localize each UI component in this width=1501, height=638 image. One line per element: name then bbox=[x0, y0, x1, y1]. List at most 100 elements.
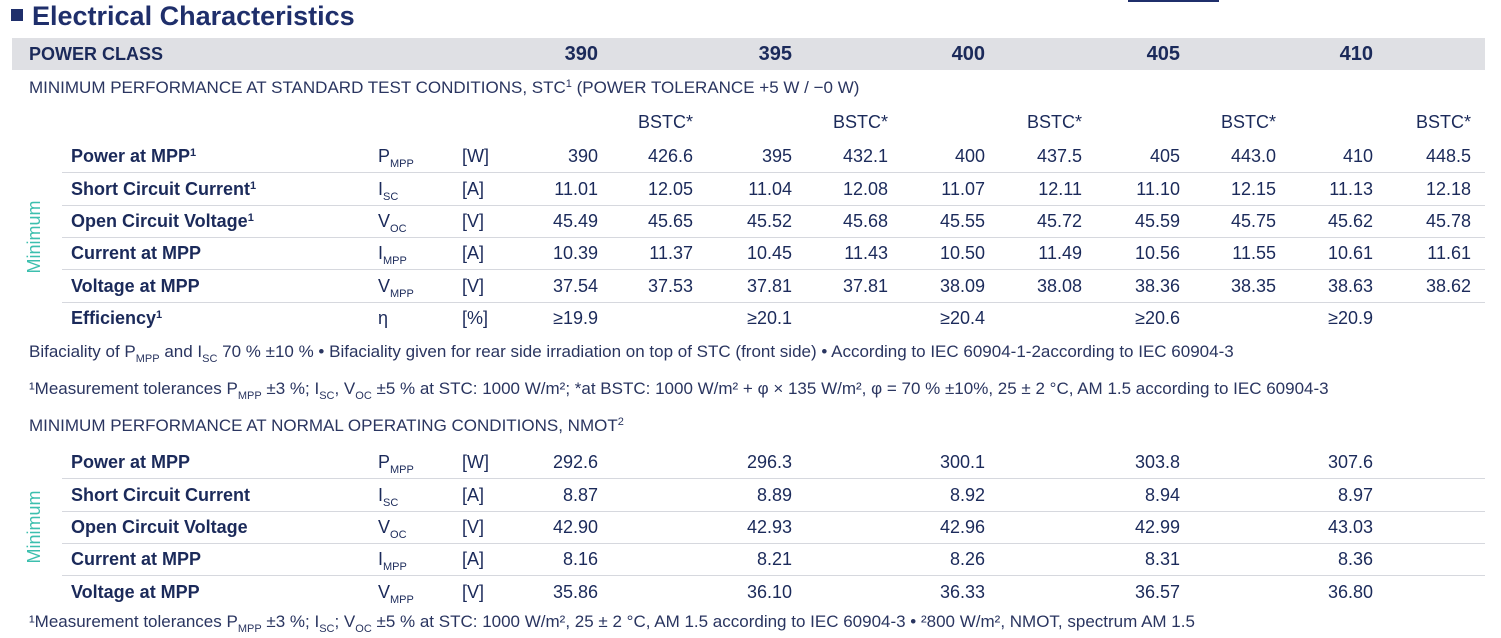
cell-value: 405 bbox=[1149, 146, 1180, 166]
unit: [W] bbox=[462, 452, 489, 472]
side-label: Minimum bbox=[24, 200, 44, 274]
title: Electrical Characteristics bbox=[32, 1, 355, 31]
power-class-value: 405 bbox=[1146, 43, 1180, 65]
symbol-base: V bbox=[378, 517, 391, 537]
cell-value: 8.97 bbox=[1337, 485, 1373, 505]
symbol: VOC bbox=[378, 208, 407, 235]
cell-value: 42.99 bbox=[1134, 517, 1180, 537]
symbol: IMPP bbox=[378, 240, 407, 267]
unit: [A] bbox=[462, 179, 485, 199]
cell-value: ≥20.9 bbox=[1328, 308, 1373, 328]
cell-value: 35.86 bbox=[552, 582, 598, 602]
row-label: Power at MPP1 bbox=[71, 143, 196, 169]
cell-value: 410 bbox=[1342, 146, 1373, 166]
cell-value: 11.43 bbox=[844, 243, 888, 263]
cell-value: 45.52 bbox=[746, 211, 792, 231]
text-run: ±5 % at STC: 1000 W/m², 25 ± 2 °C, AM 1.… bbox=[371, 612, 1195, 631]
row-separator bbox=[62, 302, 1485, 303]
cell-value: 38.36 bbox=[1134, 276, 1180, 296]
footnote: Bifaciality of PMPP and ISC 70 % ±10 % •… bbox=[29, 339, 1234, 365]
superscript: 1 bbox=[190, 147, 197, 159]
text-run: ¹Measurement tolerances P bbox=[29, 612, 238, 631]
row-name: Voltage at MPP bbox=[71, 582, 200, 602]
cell-value: 303.8 bbox=[1134, 452, 1180, 472]
row-label: Current at MPP bbox=[71, 546, 201, 572]
cell-value: 390 bbox=[567, 146, 598, 166]
row-label: Short Circuit Current1 bbox=[71, 176, 256, 202]
row-name: Voltage at MPP bbox=[71, 276, 200, 296]
cell-value: 437.5 bbox=[1036, 146, 1082, 166]
cell-value: 12.18 bbox=[1425, 179, 1471, 199]
cell-value: 38.62 bbox=[1425, 276, 1471, 296]
cell-value: 8.31 bbox=[1144, 549, 1180, 569]
subscript: MPP bbox=[135, 353, 160, 365]
cell-value: 11.01 bbox=[554, 179, 598, 199]
symbol-base: P bbox=[378, 452, 391, 472]
symbol-base: P bbox=[378, 146, 391, 166]
bstc-label: BSTC* bbox=[1026, 112, 1082, 132]
row-label: Short Circuit Current bbox=[71, 482, 250, 508]
row-separator bbox=[62, 575, 1485, 576]
cell-value: 10.56 bbox=[1134, 243, 1180, 263]
subscript: OC bbox=[355, 623, 372, 635]
text-run: , V bbox=[334, 379, 356, 398]
unit: [A] bbox=[462, 549, 485, 569]
row-label: Open Circuit Voltage bbox=[71, 514, 248, 540]
cell-value: 296.3 bbox=[746, 452, 792, 472]
footnote: ¹Measurement tolerances PMPP ±3 %; ISC, … bbox=[29, 376, 1329, 402]
row-name: Open Circuit Voltage bbox=[71, 211, 248, 231]
power-class-value: 390 bbox=[564, 43, 598, 65]
cell-value: 12.11 bbox=[1038, 179, 1082, 199]
row-name: Short Circuit Current bbox=[71, 485, 251, 505]
subscript: MPP bbox=[237, 623, 262, 635]
cell-value: 45.68 bbox=[842, 211, 888, 231]
text-run: 70 % ±10 % • Bifaciality given for rear … bbox=[217, 342, 1234, 361]
cell-value: 43.03 bbox=[1327, 517, 1373, 537]
symbol-sub: MPP bbox=[390, 288, 414, 300]
power-class-value: 410 bbox=[1339, 43, 1373, 65]
unit: [V] bbox=[462, 211, 485, 231]
side-label: Minimum bbox=[24, 490, 44, 564]
superscript: 1 bbox=[156, 309, 163, 321]
cell-value: 11.07 bbox=[941, 179, 985, 199]
cell-value: ≥20.6 bbox=[1135, 308, 1180, 328]
symbol-sub: MPP bbox=[390, 594, 414, 606]
cell-value: 12.05 bbox=[647, 179, 693, 199]
decor-line bbox=[1128, 0, 1219, 2]
bstc-label: BSTC* bbox=[832, 112, 888, 132]
cell-value: 395 bbox=[761, 146, 792, 166]
cell-value: 11.04 bbox=[748, 179, 792, 199]
cell-value: 400 bbox=[954, 146, 985, 166]
cell-value: 36.10 bbox=[746, 582, 792, 602]
unit: [V] bbox=[462, 517, 485, 537]
symbol: ISC bbox=[378, 482, 398, 509]
row-separator bbox=[62, 269, 1485, 270]
cell-value: 8.16 bbox=[562, 549, 598, 569]
power-class-value: 400 bbox=[951, 43, 985, 65]
cell-value: 8.21 bbox=[756, 549, 792, 569]
text-run: ±5 % at STC: 1000 W/m²; *at BSTC: 1000 W… bbox=[371, 379, 1329, 398]
symbol: η bbox=[378, 305, 388, 331]
text-run: ¹Measurement tolerances P bbox=[29, 379, 238, 398]
unit: [V] bbox=[462, 582, 485, 602]
symbol: PMPP bbox=[378, 143, 414, 170]
symbol-base: I bbox=[378, 179, 384, 199]
cell-value: ≥19.9 bbox=[553, 308, 598, 328]
cell-value: 45.49 bbox=[552, 211, 598, 231]
unit: [W] bbox=[462, 146, 489, 166]
cell-value: ≥20.4 bbox=[940, 308, 985, 328]
power-class-label: POWER CLASS bbox=[29, 44, 164, 64]
symbol: VOC bbox=[378, 514, 407, 541]
row-name: Power at MPP bbox=[71, 146, 191, 166]
row-name: Current at MPP bbox=[71, 243, 202, 263]
cell-value: 38.35 bbox=[1230, 276, 1276, 296]
cell-value: 45.72 bbox=[1036, 211, 1082, 231]
text-run: ; V bbox=[334, 612, 356, 631]
superscript: 1 bbox=[250, 180, 257, 192]
cell-value: 8.87 bbox=[562, 485, 598, 505]
cell-value: 10.45 bbox=[746, 243, 792, 263]
cell-value: 45.75 bbox=[1230, 211, 1276, 231]
cell-value: 45.55 bbox=[939, 211, 985, 231]
cell-value: 36.57 bbox=[1134, 582, 1180, 602]
